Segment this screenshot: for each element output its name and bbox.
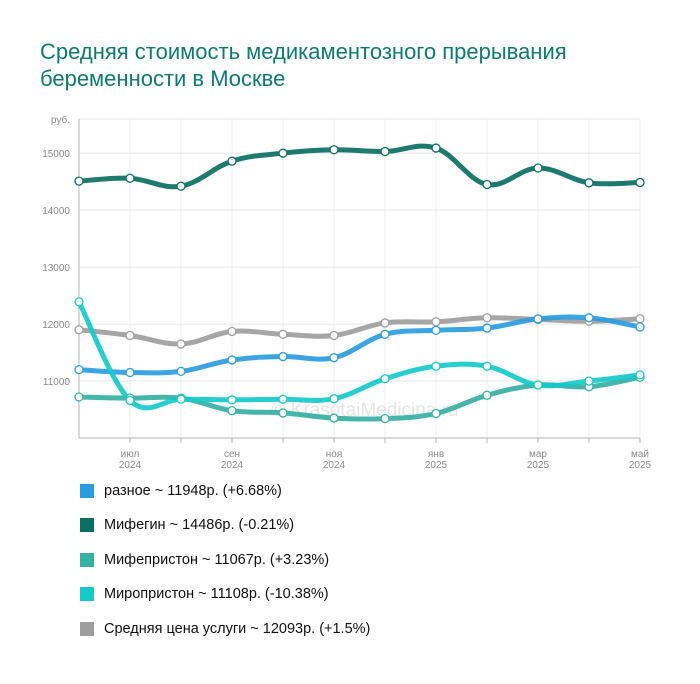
data-point[interactable]	[74, 176, 84, 186]
series-lines	[76, 143, 643, 422]
x-tick-label-year: 2025	[425, 460, 448, 470]
x-tick-label-month: май	[631, 449, 649, 460]
data-point[interactable]	[176, 181, 186, 191]
x-tick-label-year: 2024	[119, 460, 142, 470]
data-point[interactable]	[635, 177, 645, 188]
chart-title: Средняя стоимость медикаментозного преры…	[40, 39, 567, 91]
legend-label: Мифепристон ~ 11067р. (+3.23%)	[104, 551, 330, 568]
x-tick-label-month: сен	[224, 449, 240, 460]
x-tick-label-month: мар	[529, 449, 547, 460]
series-line-1	[76, 143, 643, 190]
data-point[interactable]	[329, 413, 339, 423]
legend-item[interactable]: Средняя цена услуги ~ 12093р. (+1.5%)	[80, 620, 370, 637]
legend-label: Миропристон ~ 11108р. (-10.38%)	[104, 586, 329, 602]
legend-swatch	[80, 587, 94, 601]
data-point[interactable]	[584, 313, 594, 323]
data-point[interactable]	[635, 370, 645, 380]
y-tick-label: 13000	[42, 263, 70, 274]
x-tick-label-month: июл	[121, 449, 140, 460]
data-point[interactable]	[431, 317, 441, 327]
data-point[interactable]	[74, 325, 84, 335]
data-point[interactable]	[227, 326, 237, 337]
data-point[interactable]	[278, 148, 288, 158]
data-point[interactable]	[380, 318, 390, 328]
legend-swatch	[80, 483, 94, 498]
y-tick-label: 11000	[43, 377, 71, 388]
legend-label: Средняя цена услуги ~ 12093р. (+1.5%)	[104, 620, 371, 637]
x-tick-label-month: янв	[428, 449, 444, 460]
data-point[interactable]	[278, 408, 288, 418]
data-point[interactable]	[380, 329, 390, 339]
data-point[interactable]	[635, 314, 645, 324]
data-point[interactable]	[482, 323, 492, 333]
y-tick-label: 12000	[42, 320, 70, 331]
y-axis-unit: руб.	[51, 114, 70, 126]
data-point[interactable]	[431, 325, 441, 335]
data-point[interactable]	[176, 394, 186, 404]
data-point[interactable]	[278, 394, 288, 404]
legend-swatch	[80, 518, 94, 532]
data-point[interactable]	[329, 353, 339, 363]
legend-item[interactable]: Мифепристон ~ 11067р. (+3.23%)	[80, 551, 370, 568]
data-point[interactable]	[329, 394, 339, 404]
data-point[interactable]	[380, 374, 390, 384]
data-point[interactable]	[380, 413, 390, 424]
data-point[interactable]	[482, 179, 492, 190]
legend-item[interactable]: Миропристон ~ 11108р. (-10.38%)	[80, 586, 370, 603]
data-point[interactable]	[482, 313, 492, 323]
data-point[interactable]	[176, 366, 186, 377]
data-point[interactable]	[278, 351, 288, 362]
data-point[interactable]	[431, 143, 441, 153]
y-tick-label: 15000	[42, 149, 70, 160]
data-point[interactable]	[125, 173, 135, 183]
data-point[interactable]	[329, 145, 339, 155]
data-point[interactable]	[278, 329, 288, 339]
data-point[interactable]	[125, 330, 135, 341]
data-point[interactable]	[584, 178, 594, 188]
data-point[interactable]	[227, 156, 237, 166]
data-point[interactable]	[482, 390, 492, 400]
legend-swatch	[80, 621, 94, 636]
data-point[interactable]	[125, 367, 135, 378]
data-point[interactable]	[533, 163, 543, 173]
data-point[interactable]	[227, 406, 237, 416]
legend-label: разное ~ 11948р. (+6.68%)	[104, 482, 282, 499]
x-tick-label-year: 2024	[221, 460, 244, 470]
data-point[interactable]	[227, 395, 237, 405]
data-point[interactable]	[227, 355, 237, 365]
data-point[interactable]	[482, 361, 492, 371]
data-point[interactable]	[176, 339, 186, 349]
x-tick-label-month: ноя	[326, 449, 343, 460]
data-point[interactable]	[635, 322, 645, 332]
data-point[interactable]	[74, 297, 84, 307]
x-tick-label-year: 2025	[527, 460, 550, 470]
legend-swatch	[80, 552, 94, 567]
series-line-0	[76, 315, 643, 347]
data-point[interactable]	[74, 364, 84, 375]
data-point[interactable]	[125, 395, 135, 406]
series-points	[74, 143, 645, 424]
data-point[interactable]	[533, 380, 543, 390]
line-chart: 1100012000130001400015000руб.июл2024сен2…	[42, 114, 651, 470]
data-point[interactable]	[329, 330, 339, 341]
data-point[interactable]	[431, 361, 441, 371]
data-point[interactable]	[74, 392, 84, 402]
x-tick-label-year: 2025	[629, 460, 652, 470]
data-point[interactable]	[380, 146, 390, 157]
axes: 1100012000130001400015000руб.июл2024сен2…	[42, 114, 651, 470]
y-tick-label: 14000	[42, 206, 70, 217]
data-point[interactable]	[584, 376, 594, 386]
legend-label: Мифегин ~ 14486р. (-0.21%)	[104, 517, 295, 533]
data-point[interactable]	[431, 408, 441, 419]
data-point[interactable]	[533, 314, 543, 324]
legend: разное ~ 11948р. (+6.68%) Мифегин ~ 14486…	[80, 482, 370, 655]
x-tick-label-year: 2024	[323, 460, 346, 470]
series-line-2	[76, 314, 643, 376]
legend-item[interactable]: Мифегин ~ 14486р. (-0.21%)	[80, 517, 370, 534]
legend-item[interactable]: разное ~ 11948р. (+6.68%)	[80, 482, 370, 499]
